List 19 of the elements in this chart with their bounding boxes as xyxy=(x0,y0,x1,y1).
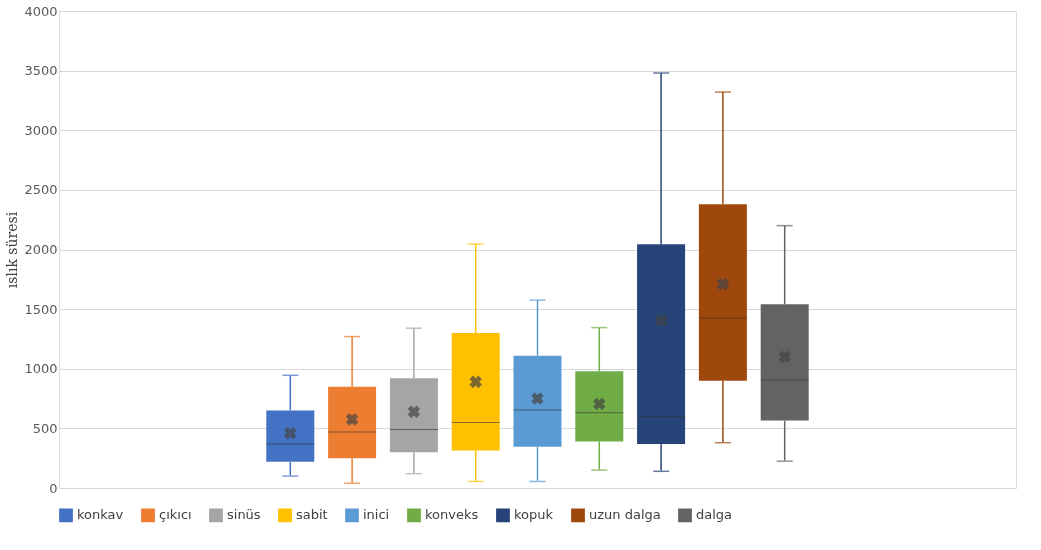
y-axis-title: ıslık süresi xyxy=(4,211,21,289)
legend-label: uzun dalga xyxy=(589,507,661,523)
y-tick-label: 4000 xyxy=(24,3,58,19)
y-tick-label: 3500 xyxy=(24,63,58,79)
y-tick-label: 2500 xyxy=(24,182,58,198)
legend-label: sinüs xyxy=(227,507,261,523)
legend-label: konkav xyxy=(77,507,124,523)
y-tick-label: 0 xyxy=(49,480,58,496)
y-tick-label: 2000 xyxy=(24,242,58,257)
legend-label: sabit xyxy=(296,507,328,523)
y-tick-label: 1500 xyxy=(24,301,58,317)
y-tick-label: 3000 xyxy=(24,122,58,138)
legend-label: kopuk xyxy=(514,507,554,523)
y-tick-label: 500 xyxy=(32,420,58,436)
legend-label: konveks xyxy=(425,507,479,523)
legend-label: çıkıcı xyxy=(159,507,192,523)
legend-label: dalga xyxy=(696,507,733,523)
y-tick-label: 1000 xyxy=(24,361,58,377)
legend-label: inici xyxy=(363,507,390,523)
